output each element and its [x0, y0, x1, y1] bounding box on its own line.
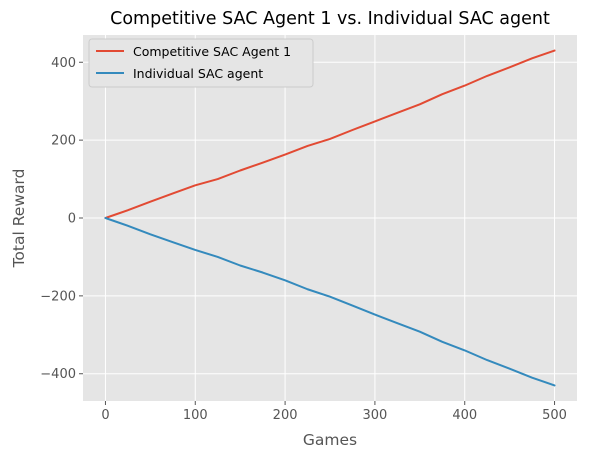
x-tick-label: 400	[452, 408, 477, 423]
x-tick-label: 100	[183, 408, 208, 423]
x-tick-label: 300	[362, 408, 387, 423]
chart-title: Competitive SAC Agent 1 vs. Individual S…	[110, 9, 550, 29]
y-tick-label: 0	[68, 212, 76, 227]
x-tick-label: 200	[273, 408, 298, 423]
legend-label-series-1: Competitive SAC Agent 1	[133, 44, 291, 59]
y-tick-label: −200	[40, 289, 76, 304]
y-tick-label: 200	[51, 134, 76, 149]
legend: Competitive SAC Agent 1 Individual SAC a…	[89, 39, 313, 87]
x-tick-label: 0	[101, 408, 109, 423]
y-tick-label: 400	[51, 56, 76, 71]
x-tick-label: 500	[542, 408, 567, 423]
legend-label-series-2: Individual SAC agent	[133, 66, 263, 81]
y-axis-label: Total Reward	[10, 169, 28, 269]
x-axis-label: Games	[303, 431, 357, 449]
y-tick-label: −400	[40, 367, 76, 382]
